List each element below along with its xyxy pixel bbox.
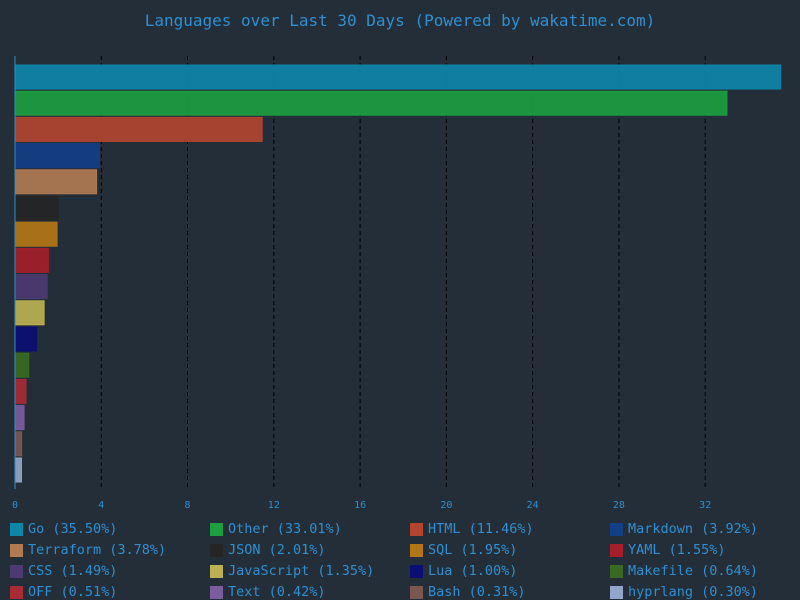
bar-sql bbox=[14, 221, 58, 247]
bar-makefile bbox=[14, 352, 30, 378]
x-tick-label-24: 24 bbox=[527, 500, 539, 511]
bar-bash bbox=[14, 431, 23, 457]
bar-off bbox=[14, 378, 27, 404]
bar-other bbox=[14, 90, 728, 116]
x-tick-label-16: 16 bbox=[354, 500, 366, 511]
bar-lua bbox=[14, 326, 38, 352]
x-tick-label-32: 32 bbox=[699, 500, 711, 511]
bar-html bbox=[14, 116, 263, 142]
x-tick-label-8: 8 bbox=[185, 500, 191, 511]
bar-yaml bbox=[14, 247, 49, 273]
bars bbox=[14, 64, 782, 483]
bar-javascript bbox=[14, 300, 45, 326]
bar-terraform bbox=[14, 169, 98, 195]
bar-json bbox=[14, 195, 59, 221]
bar-markdown bbox=[14, 143, 101, 169]
bar-css bbox=[14, 274, 48, 300]
x-tick-label-28: 28 bbox=[613, 500, 625, 511]
bar-text bbox=[14, 405, 25, 431]
x-tick-label-20: 20 bbox=[440, 500, 452, 511]
chart-title: Languages over Last 30 Days (Powered by … bbox=[145, 11, 656, 30]
bar-go bbox=[14, 64, 782, 90]
x-tick-label-4: 4 bbox=[98, 500, 104, 511]
bar-hyprlang bbox=[14, 457, 22, 483]
x-tick-labels: 0 4 8 12 16 20 24 28 32 bbox=[12, 500, 711, 511]
x-tick-label-0: 0 bbox=[12, 500, 18, 511]
x-tick-label-12: 12 bbox=[268, 500, 280, 511]
